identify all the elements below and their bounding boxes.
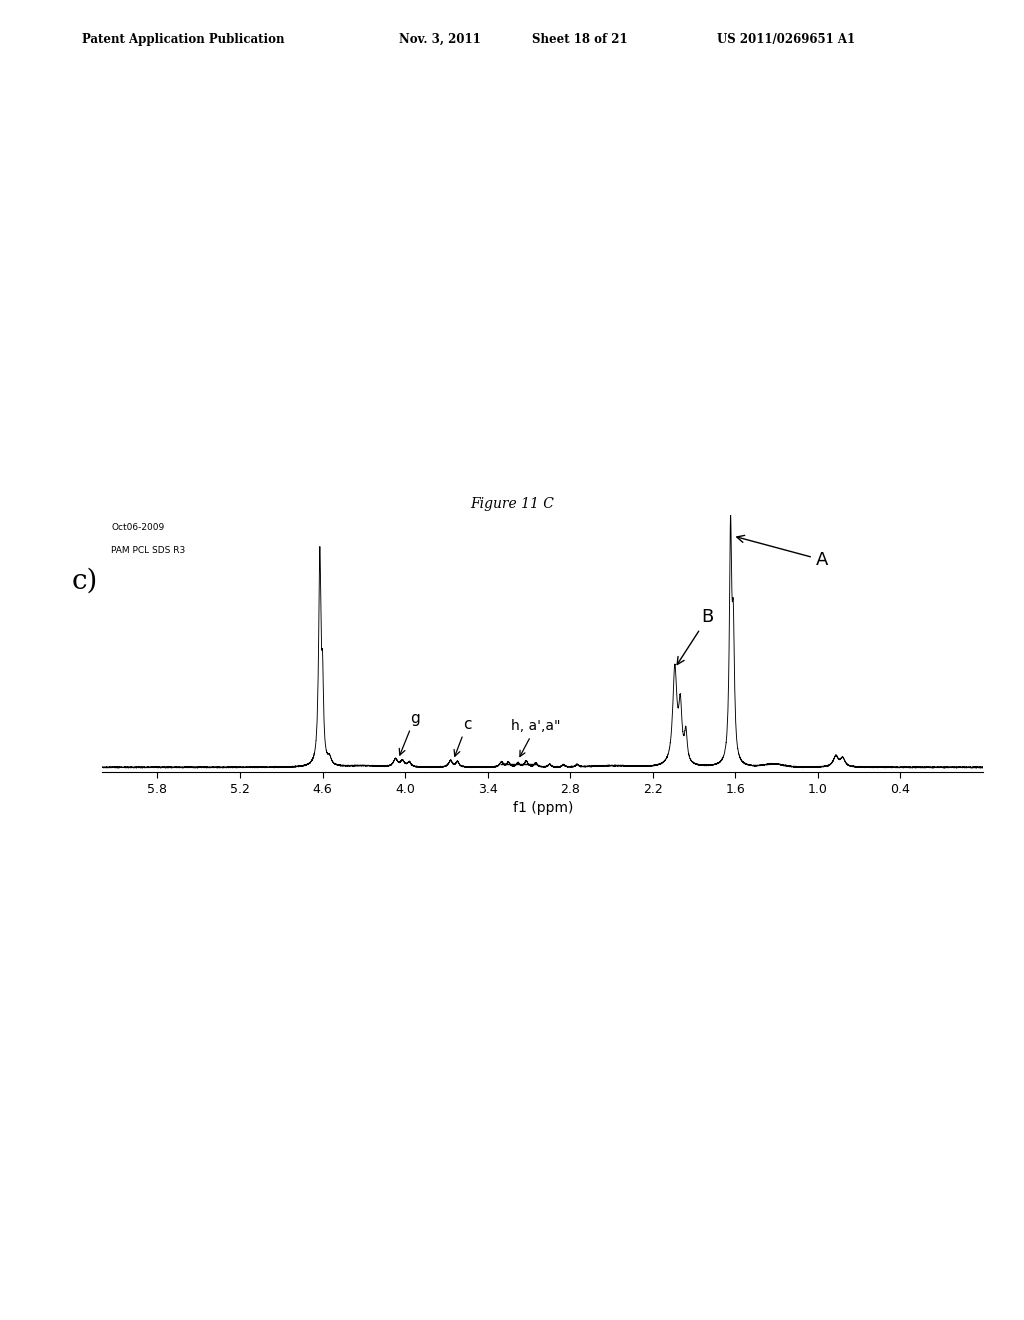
Text: Figure 11 C: Figure 11 C	[470, 498, 554, 511]
Text: h, a',a": h, a',a"	[511, 719, 560, 756]
Text: B: B	[677, 609, 714, 664]
Text: Sheet 18 of 21: Sheet 18 of 21	[532, 33, 628, 46]
Text: Patent Application Publication: Patent Application Publication	[82, 33, 285, 46]
Text: US 2011/0269651 A1: US 2011/0269651 A1	[717, 33, 855, 46]
Text: c: c	[454, 717, 471, 756]
Text: Oct06-2009: Oct06-2009	[112, 523, 165, 532]
Text: c): c)	[72, 568, 98, 594]
Text: A: A	[737, 536, 828, 569]
X-axis label: f1 (ppm): f1 (ppm)	[513, 801, 572, 816]
Text: PAM PCL SDS R3: PAM PCL SDS R3	[112, 545, 185, 554]
Text: g: g	[399, 710, 420, 755]
Text: Nov. 3, 2011: Nov. 3, 2011	[399, 33, 481, 46]
